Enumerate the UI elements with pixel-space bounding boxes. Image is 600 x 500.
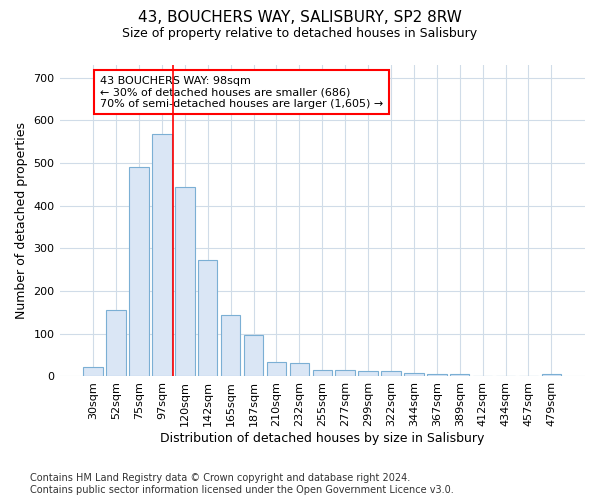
Bar [427,374,446,376]
Bar [83,367,103,376]
Bar [267,362,286,376]
Bar [152,134,172,376]
Bar [221,314,241,376]
Text: 43 BOUCHERS WAY: 98sqm
← 30% of detached houses are smaller (686)
70% of semi-de: 43 BOUCHERS WAY: 98sqm ← 30% of detached… [100,76,383,109]
Text: Contains HM Land Registry data © Crown copyright and database right 2024.
Contai: Contains HM Land Registry data © Crown c… [30,474,454,495]
Bar [106,310,126,376]
Bar [335,370,355,376]
Bar [198,260,217,376]
Bar [450,374,469,376]
Text: Size of property relative to detached houses in Salisbury: Size of property relative to detached ho… [122,28,478,40]
Bar [404,374,424,376]
Text: 43, BOUCHERS WAY, SALISBURY, SP2 8RW: 43, BOUCHERS WAY, SALISBURY, SP2 8RW [138,10,462,25]
Bar [129,166,149,376]
Bar [542,374,561,376]
Bar [290,363,309,376]
Bar [381,372,401,376]
Bar [244,335,263,376]
Bar [175,188,194,376]
Y-axis label: Number of detached properties: Number of detached properties [15,122,28,319]
X-axis label: Distribution of detached houses by size in Salisbury: Distribution of detached houses by size … [160,432,484,445]
Bar [313,370,332,376]
Bar [358,372,378,376]
